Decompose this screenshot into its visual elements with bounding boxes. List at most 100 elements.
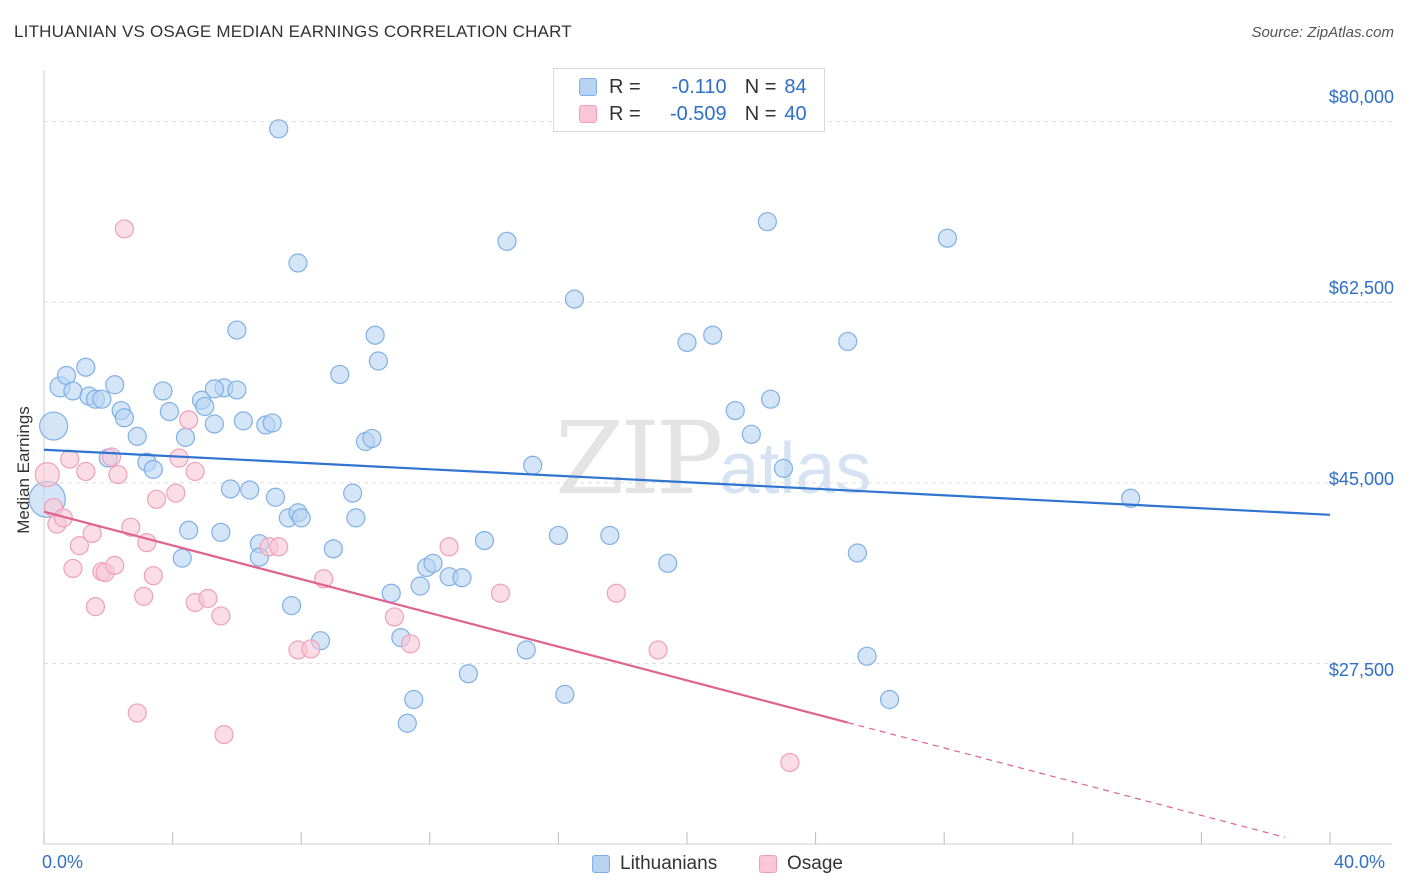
pink-swatch-icon (579, 105, 597, 123)
osage-point (101, 447, 122, 467)
lithuanian-point (600, 525, 620, 546)
lithuanian-point (838, 331, 858, 352)
x-tick-label-max: 40.0% (1334, 852, 1386, 872)
osage-point (105, 555, 125, 575)
lithuanian-point (233, 411, 253, 431)
legend-n-value: 84 (784, 75, 807, 98)
lithuanian-point (381, 583, 401, 603)
lithuanian-point (204, 379, 224, 399)
osage-point (214, 725, 234, 745)
lithuanian-point (172, 548, 192, 568)
lithuanian-point (227, 380, 247, 400)
lithuanian-point (365, 325, 385, 345)
lithuanian-point (757, 212, 777, 232)
lithuanian-point (211, 522, 231, 542)
osage-point (134, 586, 154, 606)
osage-point (490, 583, 511, 603)
y-tick-label-62500: $62,500 (1328, 278, 1394, 298)
y-tick-label-27500: $27,500 (1328, 660, 1394, 680)
lithuanian-point (204, 414, 224, 434)
lithuanian-point (227, 320, 247, 340)
lithuanian-point (343, 483, 363, 503)
lithuanian-point (760, 389, 781, 409)
lithuanian-point (725, 400, 745, 421)
lithuanian-point (658, 553, 678, 573)
osage-point (69, 536, 89, 556)
lithuanian-point (143, 459, 163, 479)
lithuanian-point (474, 530, 495, 551)
lithuanian-point (63, 381, 83, 401)
source-label: Source: ZipAtlas.com (1251, 24, 1394, 41)
lithuanian-point (497, 231, 517, 251)
osage-point (185, 461, 205, 482)
osage-point (76, 461, 96, 482)
lithuanian-point (703, 325, 723, 345)
osage-point (198, 588, 218, 608)
lithuanian-point (105, 375, 125, 395)
lithuanian-point (240, 480, 260, 500)
osage-point (780, 752, 800, 773)
osage-point (127, 703, 147, 723)
lithuanian-point (269, 119, 289, 139)
lithuanian-point (423, 553, 443, 573)
legend-row-osage: R = -0.509 N = 40 (579, 102, 807, 126)
lithuanian-point (523, 455, 543, 475)
lithuanian-point (458, 664, 478, 684)
bottom-legend-label: Osage (787, 853, 843, 874)
lithuanian-point (847, 543, 867, 563)
osage-point (648, 640, 668, 660)
lithuanian-point (92, 389, 112, 409)
blue-swatch-icon (579, 78, 597, 96)
lithuanian-point (516, 640, 536, 660)
osage-point (108, 464, 128, 485)
lithuanian-trend-line (43, 448, 1331, 516)
lithuanian-point (452, 568, 472, 588)
legend-r-value: -0.110 (671, 75, 727, 98)
lithuanian-point (362, 428, 382, 449)
lithuanian-point (346, 508, 366, 528)
osage-point (384, 607, 405, 627)
watermark: ZIPatlas (555, 400, 871, 517)
lithuanian-point (288, 253, 308, 273)
legend-n-label: N = (744, 75, 777, 98)
lithuanian-point (114, 408, 134, 428)
legend-n-value: 40 (784, 102, 807, 125)
y-axis-label: Median Earnings (14, 406, 33, 534)
bottom-legend-osage: Osage (759, 852, 843, 876)
legend-r-value: -0.509 (669, 102, 727, 125)
lithuanian-point (937, 228, 958, 248)
osage-trend-line (43, 510, 849, 724)
blue-swatch-icon (592, 855, 610, 873)
osage-point (439, 537, 459, 557)
lithuanian-point (159, 401, 179, 422)
lithuanian-point (404, 689, 424, 710)
bottom-legend-lithuanians: Lithuanians (592, 852, 717, 876)
lithuanian-point (773, 458, 794, 478)
lithuanian-point (397, 713, 417, 733)
osage-point (60, 449, 80, 469)
lithuanian-point (195, 396, 215, 417)
pink-swatch-icon (759, 855, 777, 873)
osage-point (121, 517, 141, 537)
osage-point (211, 606, 231, 626)
watermark-zip: ZIP (555, 400, 723, 517)
lithuanian-point (410, 576, 430, 596)
osage-point (143, 566, 163, 586)
y-tick-label-45000: $45,000 (1328, 469, 1394, 489)
chart-title: LITHUANIAN VS OSAGE MEDIAN EARNINGS CORR… (14, 22, 572, 41)
lithuanian-point (76, 357, 96, 377)
osage-point (606, 583, 626, 603)
lithuanian-point (39, 411, 69, 441)
lithuanian-point (291, 508, 311, 528)
lithuanian-point (281, 596, 302, 616)
lithuanian-point (741, 424, 761, 444)
lithuanian-point (555, 684, 575, 704)
osage-point (301, 639, 321, 659)
osage-point (166, 483, 186, 503)
lithuanian-point (153, 381, 173, 401)
lithuanian-point (179, 520, 199, 540)
legend-r-label: R = (609, 75, 641, 98)
lithuanian-point (857, 646, 877, 666)
lithuanian-point (262, 413, 282, 433)
